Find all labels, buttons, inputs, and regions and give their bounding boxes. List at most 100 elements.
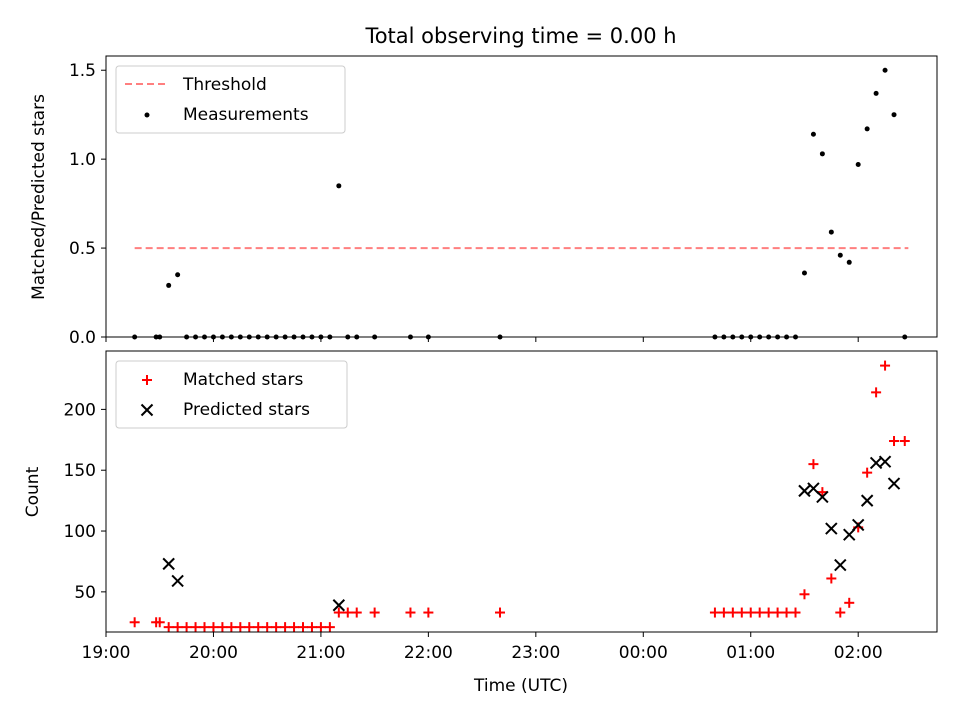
matched-point-34 [754, 607, 765, 618]
legend-matched-marker [142, 375, 152, 385]
top-legend-box [115, 65, 346, 134]
matched-point-35 [763, 607, 774, 618]
matched-point-18 [298, 622, 309, 633]
matched-point-7 [199, 622, 210, 633]
measurement-point-41 [819, 151, 825, 157]
matched-point-17 [289, 622, 300, 633]
top-y-axis: 0.0 0.5 1.0 1.5 [69, 61, 106, 348]
matched-point-15 [271, 622, 282, 633]
matched-point-23 [342, 607, 353, 618]
matched-point-31 [727, 607, 738, 618]
matched-point-46 [862, 467, 873, 478]
predicted-point-6-b [825, 522, 838, 535]
matched-point-42 [826, 573, 837, 584]
predicted-point-2 [332, 599, 346, 612]
matched-point-3 [163, 622, 174, 633]
predicted-point-8 [843, 528, 856, 541]
matched-point-8 [208, 622, 219, 633]
x-tick-label-4: 23:00 [511, 643, 560, 663]
legend-predicted-marker-b [140, 403, 154, 417]
legend-measurements-swatch [144, 112, 150, 118]
matched-point-13 [253, 622, 264, 633]
measurement-point-49 [891, 112, 897, 118]
measurement-point-43 [837, 252, 843, 258]
predicted-point-0 [162, 557, 175, 571]
matched-point-28 [495, 607, 506, 618]
legend-matched-swatch [142, 375, 152, 385]
matched-point-5 [181, 622, 192, 633]
matched-point-2 [154, 617, 165, 628]
predicted-point-8-b [843, 528, 856, 541]
matched-point-4 [172, 622, 183, 633]
matched-point-21 [324, 622, 335, 633]
matched-point-49 [889, 436, 900, 447]
matched-point-16 [280, 622, 291, 633]
predicted-point-1-b [171, 574, 184, 588]
matched-point-40 [808, 459, 819, 470]
x-tick-label-3: 22:00 [404, 643, 453, 663]
matched-point-12 [244, 622, 255, 633]
measurement-point-44 [846, 259, 852, 265]
measurement-point-47 [873, 90, 879, 96]
matched-point-32 [736, 607, 747, 618]
measurement-point-42 [828, 229, 834, 235]
matched-point-24 [351, 607, 362, 618]
bottom-y-tick-label-3: 200 [64, 400, 96, 420]
matched-point-50 [899, 436, 910, 447]
bottom-axes-frame [105, 350, 938, 633]
matched-point-20 [315, 622, 326, 633]
measurement-point-40 [810, 131, 816, 137]
matched-point-37 [781, 607, 792, 618]
bottom-y-tick-label-0: 50 [74, 583, 96, 603]
top-axes-frame [105, 55, 938, 338]
legend-matched-label: Matched stars [183, 370, 303, 390]
measurement-point-39 [801, 270, 807, 276]
bottom-y-tick-label-2: 150 [64, 461, 96, 481]
top-legend: Threshold Measurements [115, 65, 346, 134]
x-axis-label: Time (UTC) [473, 676, 568, 696]
matched-point-29 [709, 607, 720, 618]
matched-point-19 [306, 622, 317, 633]
x-tick-label-7: 02:00 [834, 643, 883, 663]
matched-point-14 [262, 622, 273, 633]
predicted-point-3 [798, 484, 811, 498]
matched-point-47 [871, 387, 882, 398]
x-tick-label-1: 20:00 [189, 643, 238, 663]
measurement-point-48 [882, 67, 888, 73]
matched-point-6 [190, 622, 201, 633]
bottom-legend-box [115, 360, 348, 429]
measurement-point-45 [855, 161, 861, 167]
legend-measurements-label: Measurements [183, 105, 309, 125]
bottom-panel: 50 100 150 200 19:00 20:00 21:00 22:00 23:00 00:… [23, 350, 938, 696]
predicted-point-6 [825, 522, 838, 535]
top-y-tick-label-0: 0.0 [69, 328, 96, 348]
predicted-point-10-b [860, 494, 874, 507]
legend-predicted-label: Predicted stars [183, 400, 310, 420]
predicted-point-13 [887, 477, 901, 490]
measurement-point-22 [336, 183, 342, 189]
x-tick-label-6: 01:00 [726, 643, 775, 663]
bottom-x-axis: 19:00 20:00 21:00 22:00 23:00 00:00 01:00 02:00 [82, 632, 883, 663]
top-y-tick-label-3: 1.5 [69, 61, 96, 81]
bottom-legend: Matched stars Predicted stars [115, 360, 348, 429]
predicted-point-1 [171, 574, 184, 588]
legend-predicted-swatch [140, 403, 154, 417]
predicted-point-12 [878, 455, 892, 468]
bottom-y-tick-label-1: 100 [64, 522, 96, 542]
predicted-point-11-b [869, 456, 883, 470]
matched-point-11 [235, 622, 246, 633]
predicted-point-9 [851, 518, 865, 532]
matched-point-43 [835, 607, 846, 618]
measurement-point-3 [166, 282, 172, 288]
matched-point-25 [369, 607, 380, 618]
legend-threshold-label: Threshold [182, 75, 267, 95]
matched-point-36 [772, 607, 783, 618]
x-tick-label-2: 21:00 [296, 643, 345, 663]
matched-point-44 [844, 597, 855, 608]
predicted-point-5-b [816, 490, 829, 504]
chart-title: Total observing time = 0.00 h [364, 24, 676, 48]
bottom-plot-marks [129, 360, 910, 633]
bottom-y-axis: 50 100 150 200 [64, 400, 106, 603]
predicted-point-7-b [834, 558, 847, 572]
